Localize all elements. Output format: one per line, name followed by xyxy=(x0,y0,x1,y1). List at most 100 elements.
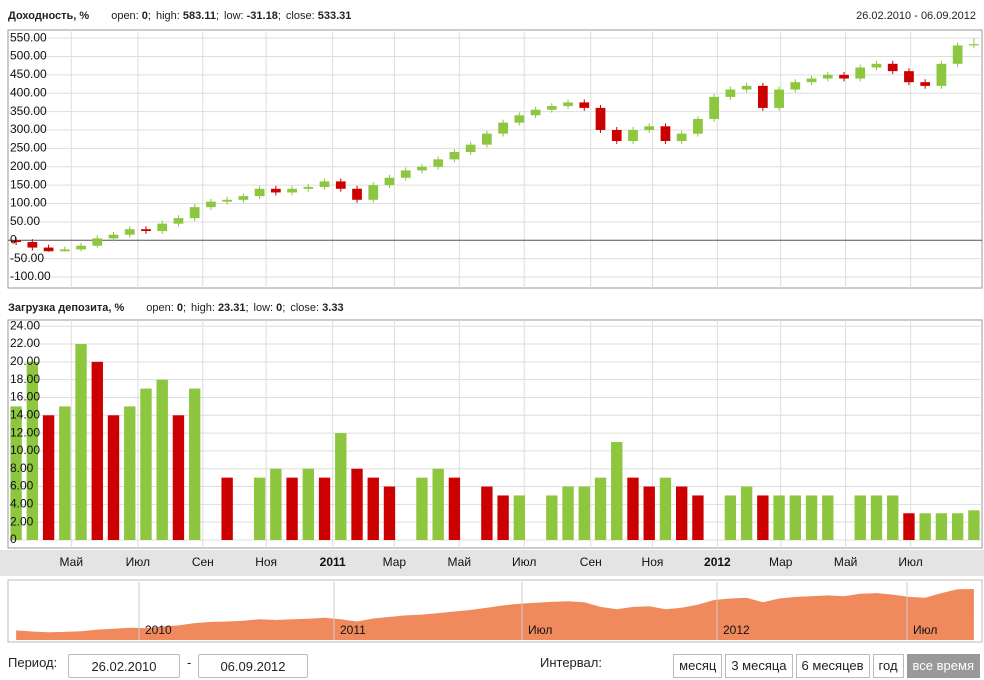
top-header: Доходность, % open: 0 high: 583.11 low: -31… xyxy=(8,10,356,22)
bar xyxy=(676,486,688,540)
candle-body xyxy=(287,188,297,193)
candle-body xyxy=(222,199,233,202)
candle-body xyxy=(498,122,508,134)
stat-value: 0 xyxy=(142,10,151,22)
y-tick-label: 100.00 xyxy=(10,196,47,210)
bar xyxy=(481,486,493,540)
date-range: 26.02.2010 - 06.09.2012 xyxy=(856,10,976,22)
candle-body xyxy=(11,240,21,243)
candle-body xyxy=(43,247,54,252)
candle-body xyxy=(660,126,671,141)
candle-body xyxy=(400,170,411,178)
interval-button[interactable]: 3 месяца xyxy=(725,654,793,678)
candle-body xyxy=(741,85,752,90)
stat-label: low: xyxy=(224,10,244,22)
candle-body xyxy=(92,238,103,246)
navigator-label: 2011 xyxy=(340,623,366,637)
bar xyxy=(578,486,590,540)
candle-body xyxy=(141,229,151,232)
stat: high: 23.31 xyxy=(191,302,249,314)
candle-body xyxy=(920,82,931,86)
bar xyxy=(416,477,428,540)
y-tick-label: 24.00 xyxy=(10,318,40,332)
bar xyxy=(659,477,672,540)
date-sep: - xyxy=(187,655,192,670)
period-label: Период: xyxy=(8,655,58,670)
candle-body xyxy=(76,245,86,250)
candle-body xyxy=(839,74,849,79)
y-tick-label: 12.00 xyxy=(10,425,40,439)
bar xyxy=(724,495,737,540)
bar xyxy=(448,477,461,540)
x-tick-label: Ноя xyxy=(255,555,277,569)
x-tick-label: Ноя xyxy=(642,555,664,569)
navigator-label: 2012 xyxy=(723,623,750,637)
y-tick-label: 22.00 xyxy=(10,336,40,350)
stat: open: 0 xyxy=(146,302,186,314)
bar xyxy=(757,495,769,540)
stat-value: 3.33 xyxy=(322,302,344,314)
x-tick-label: Май xyxy=(448,555,472,569)
y-tick-label: -100.00 xyxy=(10,269,51,283)
candle-body xyxy=(173,218,184,224)
stat: low: -31.18 xyxy=(224,10,281,22)
date-from[interactable]: 26.02.2010 xyxy=(68,654,180,678)
candle-body xyxy=(709,96,720,119)
stat-value: 0 xyxy=(276,302,285,314)
stat-label: low: xyxy=(253,302,274,314)
candle-body xyxy=(206,201,216,208)
bar xyxy=(383,486,396,540)
x-tick-label: 2012 xyxy=(704,555,731,569)
bar xyxy=(107,415,120,540)
candle-body xyxy=(189,207,200,219)
bar xyxy=(140,388,152,540)
bar xyxy=(59,406,71,540)
candle-body xyxy=(352,188,362,200)
interval-button[interactable]: 6 месяцев xyxy=(795,654,870,678)
stat-value: -31.18 xyxy=(247,10,281,22)
y-tick-label: 150.00 xyxy=(10,177,47,191)
navigator-label: Июл xyxy=(913,623,937,637)
bar xyxy=(968,510,980,540)
x-tick-label: Мар xyxy=(383,555,407,569)
bar xyxy=(221,477,233,540)
bar xyxy=(546,495,558,540)
candle-body xyxy=(319,181,330,187)
y-tick-label: 20.00 xyxy=(10,354,40,368)
candle-body xyxy=(806,78,817,83)
candle-body xyxy=(546,106,557,110)
candle-body xyxy=(676,133,687,141)
y-tick-label: 0 xyxy=(10,532,17,546)
interval-button[interactable]: все время xyxy=(906,654,980,678)
interval-button[interactable]: год xyxy=(872,654,904,678)
stat-value: 533.31 xyxy=(317,10,352,22)
date-to[interactable]: 06.09.2012 xyxy=(198,654,308,678)
y-tick-label: 6.00 xyxy=(10,479,34,493)
stat-label: open: xyxy=(111,10,139,22)
candle-body xyxy=(238,196,249,200)
interval-button[interactable]: месяц xyxy=(673,654,723,678)
time-axis-band xyxy=(0,550,984,576)
bottom-plot-area xyxy=(7,319,983,549)
y-tick-label: 8.00 xyxy=(10,461,34,475)
bar xyxy=(951,513,964,540)
y-tick-label: 300.00 xyxy=(10,122,47,136)
stat-label: high: xyxy=(155,10,180,22)
candle-body xyxy=(417,166,427,171)
candle-body xyxy=(157,223,168,232)
bar xyxy=(854,495,866,540)
candle-body xyxy=(822,74,833,79)
bar xyxy=(903,513,915,540)
stat-label: close: xyxy=(285,10,315,22)
candle-body xyxy=(887,63,898,72)
charts: -100.00 -50.00 0 50.00 100.00 150.00 200.00 250… xyxy=(0,29,984,643)
bar xyxy=(367,477,379,540)
x-tick-label: Мар xyxy=(769,555,793,569)
stat: open: 0 xyxy=(111,10,151,22)
x-tick-label: Июл xyxy=(126,555,150,569)
candle-body xyxy=(530,109,541,116)
bar xyxy=(935,513,948,540)
stat: high: 583.11 xyxy=(156,10,219,22)
bar xyxy=(497,495,509,540)
